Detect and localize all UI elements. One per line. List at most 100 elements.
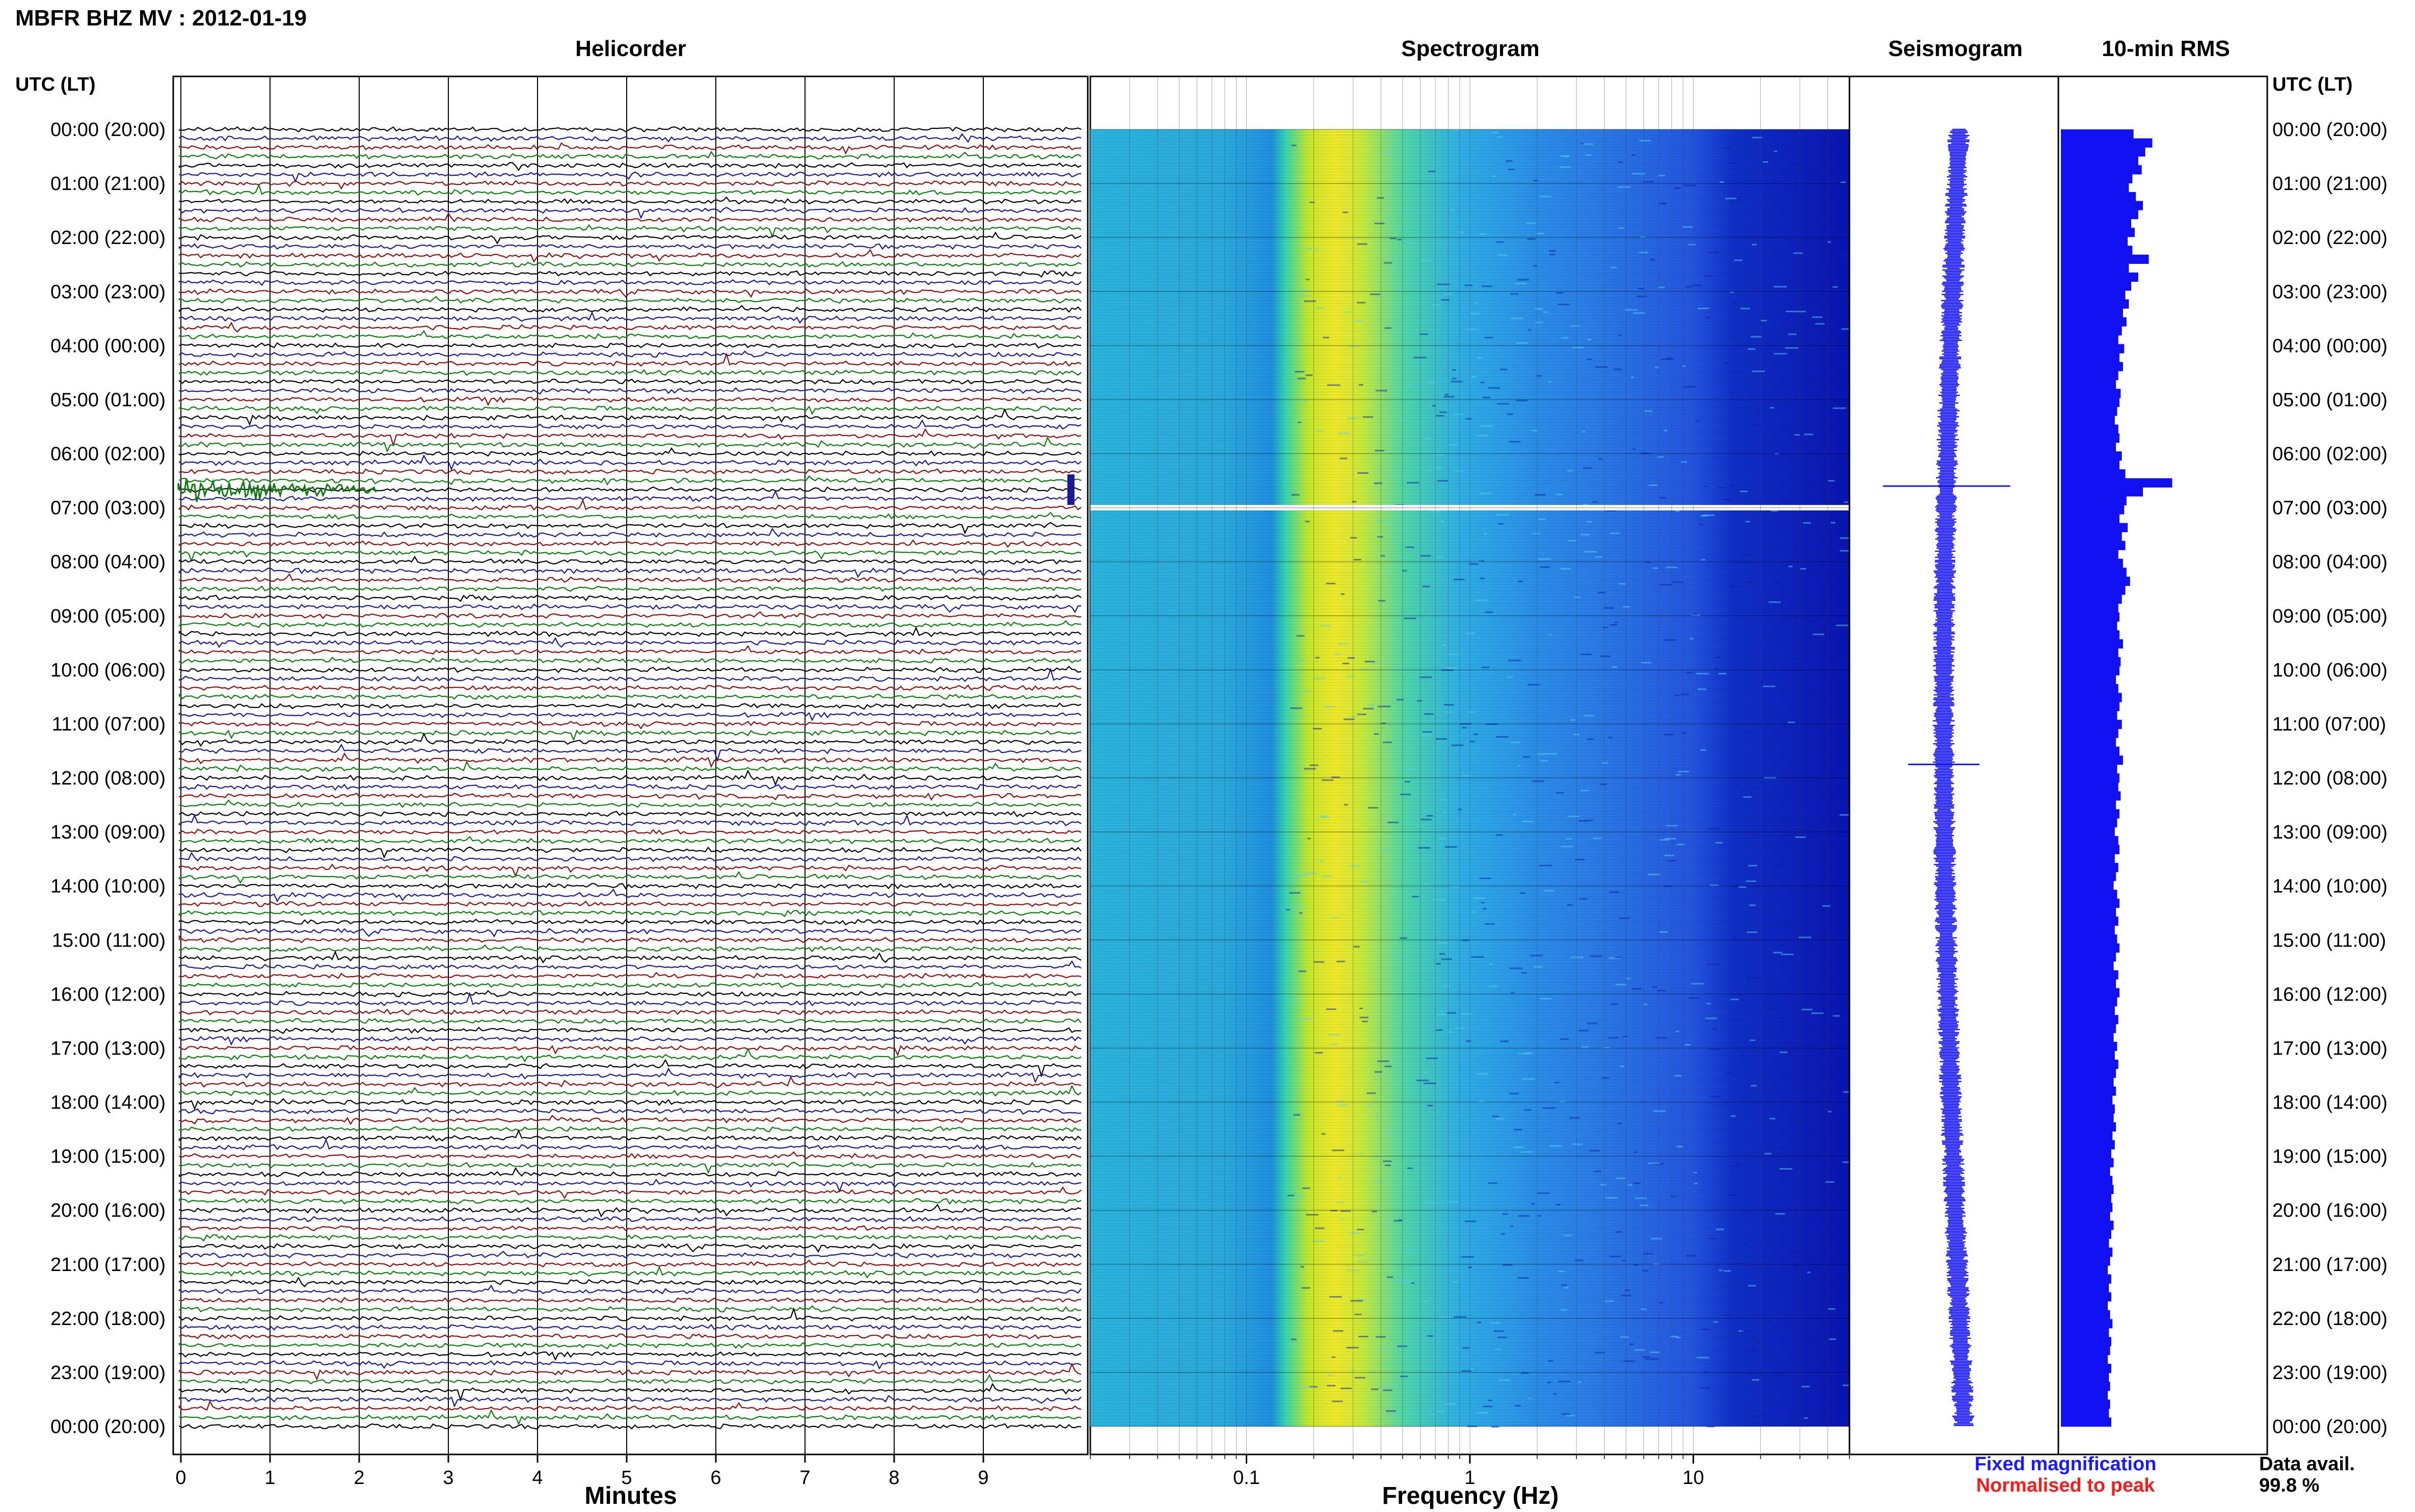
spectrogram-speckle: [1315, 657, 1320, 659]
spectrogram-speckle: [1828, 1308, 1836, 1310]
helicorder-trace: [178, 379, 1082, 385]
row-label-right: 06:00 (02:00): [2272, 444, 2387, 465]
helicorder-panel: [172, 75, 1089, 1455]
helicorder-trace: [178, 1098, 1082, 1111]
spectrogram-speckle: [1718, 672, 1727, 674]
spectrogram-speckle: [1319, 860, 1325, 862]
spectrogram-speckle: [1372, 662, 1381, 664]
row-label-left: 13:00 (09:00): [50, 822, 166, 843]
spectrogram-speckle: [1540, 566, 1550, 568]
spectrogram-speckle: [1704, 1371, 1710, 1373]
data-avail-label: Data avail.: [2259, 1453, 2355, 1475]
spectrogram-speckle: [1430, 1413, 1437, 1415]
spectrogram-speckle: [1842, 1161, 1850, 1163]
spectrogram-speckle: [1698, 307, 1709, 309]
spectrogram-speckle: [1538, 558, 1551, 560]
rms-bar: [2061, 326, 2122, 336]
spectrogram-speckle: [1539, 196, 1551, 198]
spectrogram-speckle: [1349, 865, 1361, 867]
rms-bar: [2061, 800, 2116, 810]
rms-bar: [2061, 165, 2142, 175]
spectrogram-speckle: [1788, 520, 1799, 522]
spectrogram-speckle: [1703, 485, 1707, 487]
helicorder-trace: [178, 1383, 1082, 1402]
spectrogram-speckle: [1759, 1373, 1764, 1375]
spectrogram-speckle: [1782, 577, 1790, 579]
spectrogram-speckle: [1578, 820, 1587, 822]
spectrogram-speckle: [1595, 556, 1602, 558]
helicorder-trace: [178, 1360, 1082, 1370]
spectrogram-speckle: [1844, 501, 1848, 503]
helicorder-trace: [178, 133, 1082, 143]
spectrogram-speckle: [1653, 1263, 1659, 1265]
spectrogram-speckle: [1666, 566, 1678, 569]
spectrogram-speckle: [1332, 1149, 1345, 1151]
spectrogram-speckle: [1441, 958, 1452, 960]
helicorder-trace: [178, 1203, 1082, 1218]
helicorder-trace: [178, 1167, 1082, 1177]
helicorder-trace: [178, 1225, 1082, 1231]
spectrogram-speckle: [1640, 1204, 1649, 1206]
spectrogram-speckle: [1785, 347, 1799, 349]
spectrogram-speckle: [1441, 299, 1450, 301]
rms-bar: [2061, 210, 2138, 220]
row-label-right: 00:00 (20:00): [2272, 119, 2387, 141]
spectrogram-speckle: [1357, 243, 1367, 245]
spectrogram-speckle: [1383, 262, 1392, 264]
spectrogram-speckle: [1445, 394, 1448, 395]
helicorder-trace: [178, 1265, 1082, 1279]
spectrogram-speckle: [1471, 956, 1484, 958]
spectrogram-speckle: [1439, 1316, 1450, 1318]
spectrogram-speckle: [1832, 664, 1838, 666]
spectrogram-speckle: [1664, 734, 1674, 736]
helicorder-trace: [178, 1395, 1082, 1408]
rms-bar: [2061, 1229, 2111, 1239]
spectrogram-speckle: [1306, 1214, 1319, 1216]
spectrogram-speckle: [1496, 736, 1509, 738]
helicorder-trace: [178, 1138, 1082, 1151]
spectrogram-speckle: [1488, 387, 1500, 389]
spectrogram-speckle: [1590, 955, 1602, 957]
rms-bar: [2061, 1167, 2110, 1176]
spectrogram-speckle: [1436, 1014, 1447, 1016]
spectrogram-speckle: [1358, 1336, 1369, 1338]
spectrogram-speckle: [1304, 300, 1317, 302]
spectrogram-speckle: [1704, 275, 1712, 277]
helicorder-trace: [178, 752, 1082, 768]
spectrogram-speckle: [1786, 311, 1794, 312]
spectrogram-speckle: [1496, 514, 1509, 516]
spectrogram-speckle: [1351, 1232, 1361, 1234]
rms-bar: [2061, 290, 2126, 300]
spectrogram-speckle: [1368, 807, 1378, 809]
spectrogram-speckle: [1623, 1360, 1635, 1362]
helicorder-trace: [178, 928, 1082, 938]
spectrogram-speckle: [1435, 738, 1447, 740]
row-label-left: 22:00 (18:00): [50, 1308, 166, 1330]
spectrogram-speckle: [1462, 939, 1469, 941]
spectrogram-speckle: [1740, 491, 1748, 493]
spectrogram-speckle: [1391, 954, 1400, 956]
spectrogram-speckle: [1419, 259, 1432, 261]
spectrogram-speckle: [1842, 1384, 1849, 1386]
helicorder-trace: [178, 1047, 1082, 1063]
spectrogram-speckle: [1337, 1104, 1348, 1106]
spectrogram-speckle: [1564, 1234, 1572, 1236]
rms-bar: [2061, 773, 2119, 783]
helicorder-trace: [178, 369, 1082, 376]
helicorder-trace: [178, 1243, 1082, 1253]
spectrogram-speckle: [1826, 716, 1835, 718]
spectrogram-speckle: [1316, 430, 1323, 432]
spectrogram-speckle: [1294, 875, 1300, 877]
spectrogram-speckle: [1712, 1028, 1717, 1030]
spectrogram-speckle: [1510, 1225, 1514, 1227]
rms-bar: [2061, 1221, 2114, 1230]
helicorder-trace: [178, 620, 1082, 628]
spectrogram-speckle: [1411, 1282, 1415, 1284]
spectrogram-speckle: [1535, 321, 1543, 323]
spectrogram-speckle: [1441, 669, 1454, 671]
spectrogram-speckle: [1477, 357, 1482, 359]
spectrogram-speckle: [1705, 1017, 1718, 1019]
spectrogram-speckle: [1332, 1400, 1343, 1402]
spectrogram-speckle: [1309, 1386, 1318, 1388]
spectrogram-speckle: [1609, 891, 1620, 893]
